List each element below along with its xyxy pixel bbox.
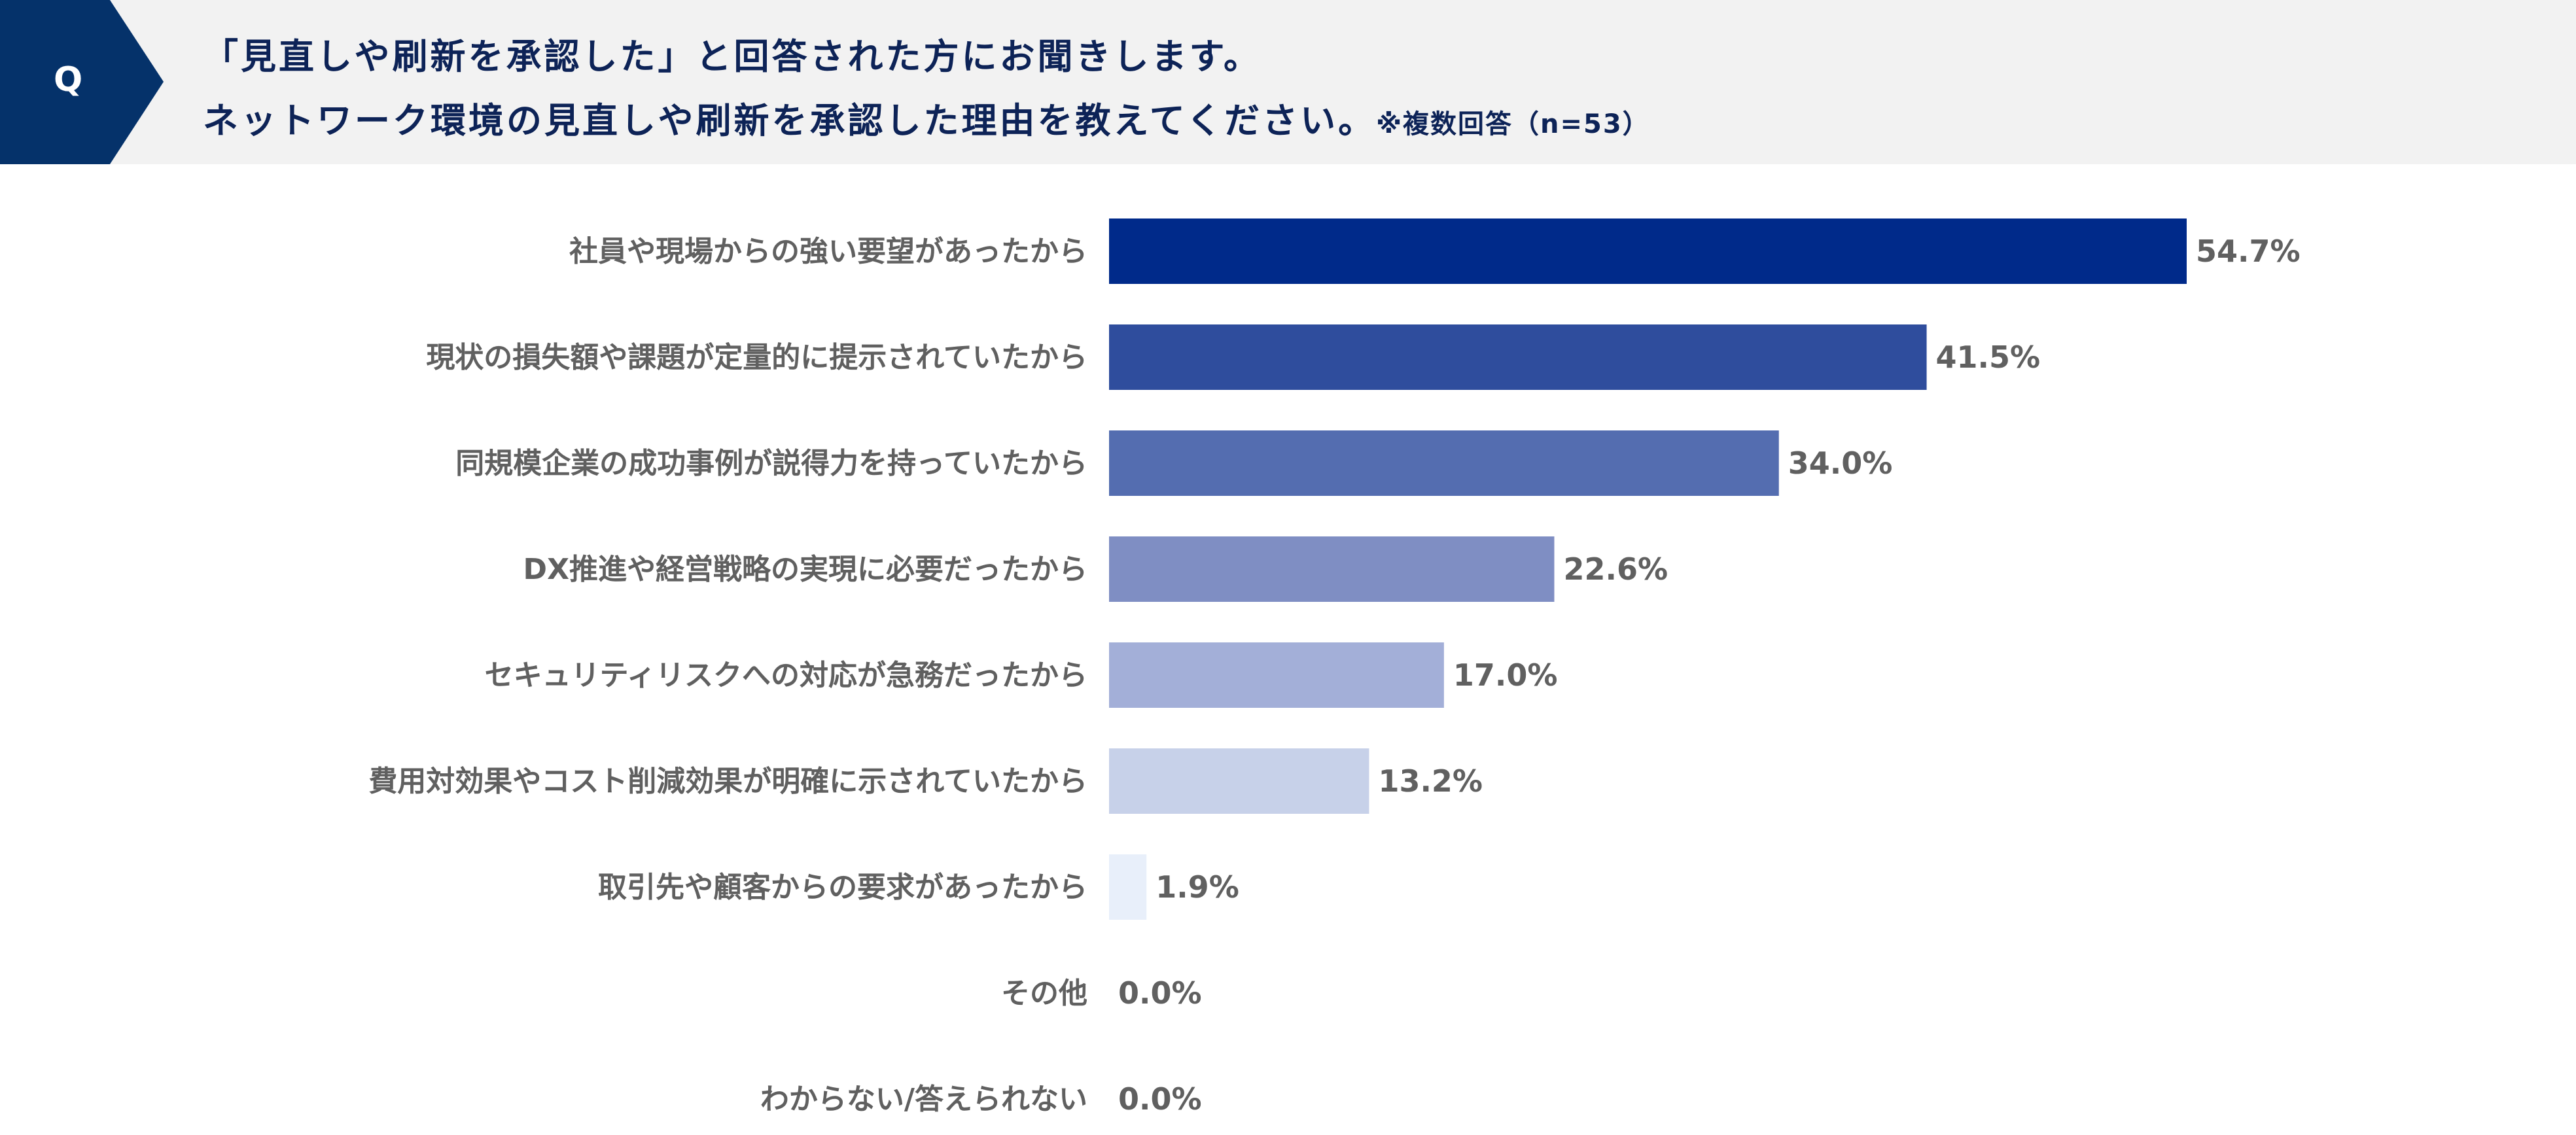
- bar: [1109, 642, 1444, 708]
- value-label: 34.0%: [1788, 445, 1893, 481]
- question-header: Q 「見直しや刷新を承認した」と回答された方にお聞きします。 ネットワーク環境の…: [0, 0, 2576, 164]
- category-label: セキュリティリスクへの対応が急務だったから: [485, 659, 1087, 692]
- value-label: 0.0%: [1118, 1081, 1202, 1117]
- bar: [1109, 430, 1779, 496]
- value-label: 0.0%: [1118, 975, 1202, 1011]
- question-title-line2-text: ネットワーク環境の見直しや刷新を承認した理由を教えてください。: [203, 100, 1377, 141]
- question-title-line1: 「見直しや刷新を承認した」と回答された方にお聞きします。: [203, 36, 1262, 77]
- value-label: 41.5%: [1936, 340, 2041, 375]
- category-label: その他: [1001, 977, 1087, 1010]
- value-label: 1.9%: [1156, 869, 1239, 905]
- category-label: 社員や現場からの強い要望があったから: [569, 235, 1087, 268]
- category-label: 費用対効果やコスト削減効果が明確に示されていたから: [368, 765, 1087, 798]
- bar: [1109, 748, 1369, 814]
- value-label: 22.6%: [1563, 551, 1668, 587]
- category-label: わからない/答えられない: [760, 1083, 1087, 1116]
- value-label: 54.7%: [2196, 234, 2301, 269]
- bar: [1109, 218, 2187, 284]
- question-label: Q: [54, 60, 83, 99]
- value-label: 17.0%: [1453, 657, 1558, 693]
- question-note: ※複数回答（n=53）: [1376, 109, 1650, 139]
- category-label: DX推進や経営戦略の実現に必要だったから: [523, 553, 1087, 586]
- bar: [1109, 536, 1555, 602]
- value-label: 13.2%: [1378, 763, 1483, 799]
- question-title-line2: ネットワーク環境の見直しや刷新を承認した理由を教えてください。※複数回答（n=5…: [203, 92, 1650, 143]
- category-label: 同規模企業の成功事例が説得力を持っていたから: [455, 447, 1087, 480]
- category-label: 現状の損失額や課題が定量的に提示されていたから: [426, 341, 1087, 374]
- bar: [1109, 854, 1147, 920]
- category-label: 取引先や顧客からの要求があったから: [598, 871, 1087, 904]
- bar: [1109, 324, 1927, 390]
